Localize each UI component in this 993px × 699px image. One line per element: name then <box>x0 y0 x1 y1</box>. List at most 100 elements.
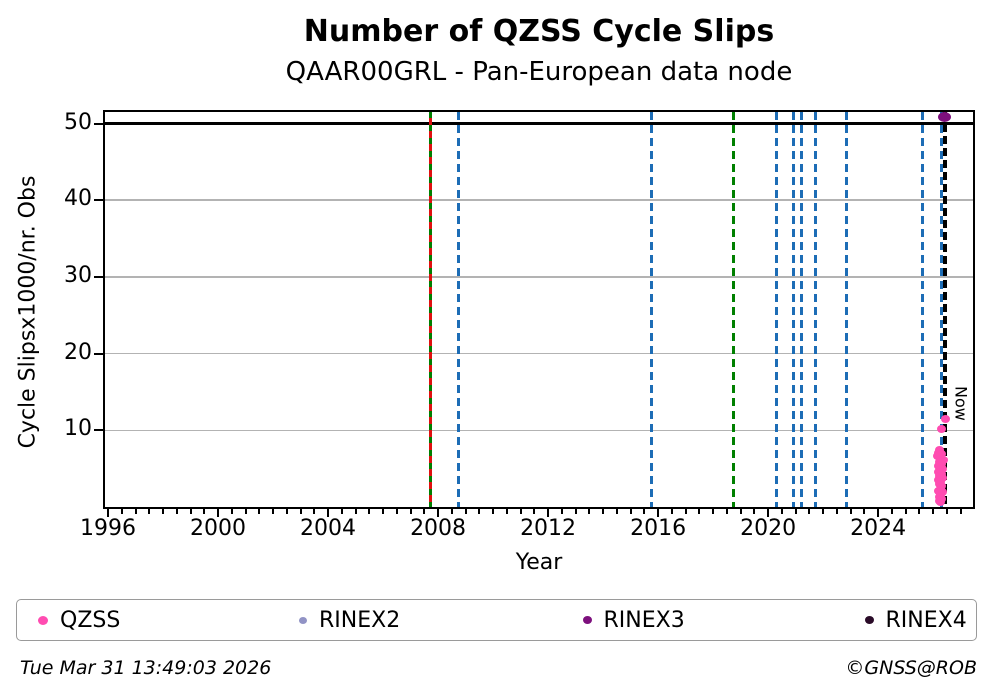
x-major-tick <box>877 509 880 517</box>
x-minor-tick <box>629 509 632 514</box>
legend-item-qzss: QZSS <box>38 600 120 640</box>
x-minor-tick <box>904 509 907 514</box>
red-dashed-2007 <box>428 112 432 507</box>
x-minor-tick <box>505 509 508 514</box>
y-tick <box>94 122 103 125</box>
x-minor-tick <box>189 509 192 514</box>
x-minor-tick <box>684 509 687 514</box>
x-minor-tick <box>120 509 123 514</box>
x-minor-tick <box>670 509 673 514</box>
rinex3-point <box>938 112 952 123</box>
x-minor-tick <box>945 509 948 514</box>
x-minor-tick <box>932 509 935 514</box>
x-minor-tick <box>244 509 247 514</box>
y-tick <box>94 199 103 202</box>
x-minor-tick <box>574 509 577 514</box>
blue-dashed-2026 <box>939 112 943 507</box>
x-major-tick <box>217 509 220 517</box>
rinex4-marker-icon <box>864 616 874 624</box>
blue-dashed-2021b <box>813 112 817 507</box>
chart-subtitle: QAAR00GRL - Pan-European data node <box>285 57 793 87</box>
gridline-y30 <box>105 276 973 278</box>
qzss-point <box>940 414 950 423</box>
x-minor-tick <box>808 509 811 514</box>
x-minor-tick <box>395 509 398 514</box>
x-minor-tick <box>835 509 838 514</box>
x-minor-tick <box>423 509 426 514</box>
x-minor-tick <box>203 509 206 514</box>
x-minor-tick <box>272 509 275 514</box>
blue-dashed-2025 <box>921 112 925 507</box>
timestamp: Tue Mar 31 13:49:03 2026 <box>20 657 272 679</box>
now-line <box>942 112 947 507</box>
blue-dashed-2008 <box>456 112 460 507</box>
chart-title: Number of QZSS Cycle Slips <box>303 14 775 49</box>
legend-item-rinex3: RINEX3 <box>582 600 685 640</box>
qzss-marker-icon <box>38 615 48 625</box>
x-minor-tick <box>450 509 453 514</box>
x-major-tick <box>767 509 770 517</box>
rinex3-marker-icon <box>582 616 592 624</box>
x-major-tick <box>327 509 330 517</box>
x-minor-tick <box>739 509 742 514</box>
x-minor-tick <box>698 509 701 514</box>
x-minor-tick <box>354 509 357 514</box>
y-axis-label: Cycle Slipsx1000/nr. Obs <box>15 175 41 449</box>
blue-dashed-2020a <box>774 112 778 507</box>
x-minor-tick <box>890 509 893 514</box>
legend-label: RINEX2 <box>319 607 401 633</box>
x-major-tick <box>437 509 440 517</box>
credit: ©GNSS@ROB <box>845 657 977 679</box>
x-minor-tick <box>918 509 921 514</box>
x-minor-tick <box>519 509 522 514</box>
x-major-tick <box>107 509 110 517</box>
x-minor-tick <box>533 509 536 514</box>
x-minor-tick <box>162 509 165 514</box>
x-minor-tick <box>615 509 618 514</box>
legend-item-rinex4: RINEX4 <box>864 600 967 640</box>
x-minor-tick <box>712 509 715 514</box>
x-tick-label: 2004 <box>300 516 357 541</box>
y-tick-label: 50 <box>64 109 92 135</box>
green-dashed-2018 <box>731 112 735 507</box>
x-minor-tick <box>560 509 563 514</box>
x-tick-label: 1996 <box>80 516 137 541</box>
y-tick-label: 40 <box>64 186 92 212</box>
rinex2-marker-icon <box>299 616 307 624</box>
x-minor-tick <box>643 509 646 514</box>
ref-line-50 <box>105 122 973 125</box>
x-minor-tick <box>780 509 783 514</box>
x-minor-tick <box>753 509 756 514</box>
x-major-tick <box>657 509 660 517</box>
y-tick-label: 20 <box>64 339 92 365</box>
legend-label: RINEX3 <box>603 607 685 633</box>
now-label: Now <box>951 386 971 421</box>
x-axis-label: Year <box>515 550 563 575</box>
x-minor-tick <box>134 509 137 514</box>
x-minor-tick <box>588 509 591 514</box>
x-minor-tick <box>299 509 302 514</box>
legend-item-rinex2: RINEX2 <box>299 600 400 640</box>
plot-area: Now <box>94 110 975 517</box>
x-minor-tick <box>409 509 412 514</box>
x-minor-tick <box>368 509 371 514</box>
y-tick-label: 30 <box>64 262 92 288</box>
x-minor-tick <box>148 509 151 514</box>
x-minor-tick <box>313 509 316 514</box>
x-minor-tick <box>285 509 288 514</box>
gridline-y10 <box>105 429 973 432</box>
x-minor-tick <box>258 509 261 514</box>
x-minor-tick <box>175 509 178 514</box>
x-minor-tick <box>340 509 343 514</box>
blue-dashed-2015 <box>649 112 653 507</box>
x-minor-tick <box>725 509 728 514</box>
y-tick <box>94 352 103 355</box>
y-tick <box>94 275 103 278</box>
x-minor-tick <box>849 509 852 514</box>
qzss-point <box>936 498 946 507</box>
x-tick-label: 2000 <box>190 516 247 541</box>
gridline-y40 <box>105 199 973 201</box>
qzss-point <box>937 424 947 433</box>
blue-dashed-2021a <box>799 112 803 507</box>
gridline-y20 <box>105 352 973 355</box>
